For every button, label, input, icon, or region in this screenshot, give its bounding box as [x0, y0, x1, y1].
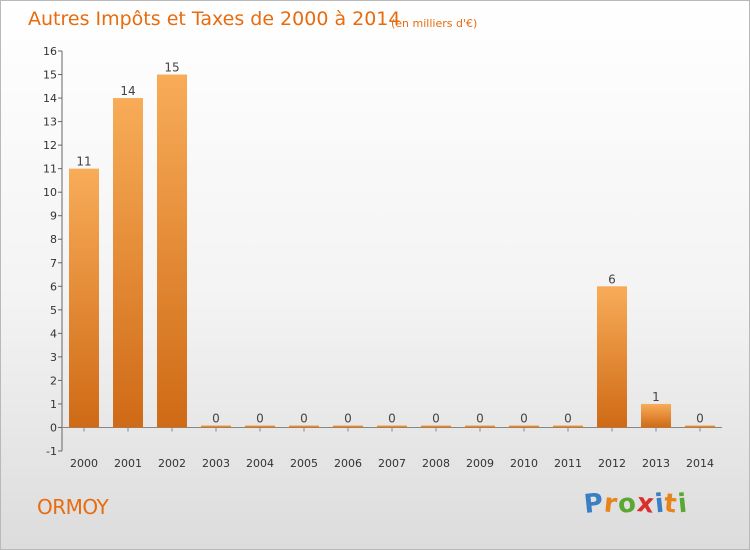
- data-label: 0: [696, 411, 704, 425]
- data-label: 0: [344, 411, 352, 425]
- y-tick-label: 7: [50, 257, 57, 270]
- bar-2013: [641, 403, 671, 428]
- y-tick-label: 16: [43, 45, 57, 58]
- x-tick-label: 2001: [114, 457, 142, 470]
- data-label: 0: [520, 411, 528, 425]
- bar-2008: [421, 425, 451, 428]
- y-tick-label: -1: [46, 445, 57, 458]
- y-tick-label: 13: [43, 116, 57, 129]
- data-label: 0: [564, 411, 572, 425]
- y-tick-label: 14: [43, 92, 57, 105]
- data-label: 0: [476, 411, 484, 425]
- bar-2012: [597, 286, 627, 428]
- y-tick-label: 5: [50, 304, 57, 317]
- data-label: 14: [120, 84, 135, 98]
- data-label: 15: [164, 61, 179, 75]
- y-tick-label: 10: [43, 186, 57, 199]
- y-tick-label: 0: [50, 421, 57, 434]
- data-label: 1: [652, 390, 660, 404]
- x-tick-label: 2012: [598, 457, 626, 470]
- data-label: 0: [388, 411, 396, 425]
- bar-2011: [553, 425, 583, 428]
- bar-2003: [201, 425, 231, 428]
- bar-2002: [157, 74, 187, 428]
- bar-2006: [333, 425, 363, 428]
- bar-2007: [377, 425, 407, 428]
- y-tick-label: 1: [50, 398, 57, 411]
- y-tick-label: 12: [43, 139, 57, 152]
- y-tick-label: 2: [50, 374, 57, 387]
- x-tick-label: 2013: [642, 457, 670, 470]
- data-labels-group: 2000 11 2001 14 2002 15 2003 0 2004 0 2005 0 2006 0 20…: [70, 61, 714, 470]
- bar-2009: [465, 425, 495, 428]
- x-tick-label: 2008: [422, 457, 450, 470]
- x-tick-label: 2003: [202, 457, 230, 470]
- data-label: 0: [432, 411, 440, 425]
- x-tick-label: 2011: [554, 457, 582, 470]
- x-tick-label: 2005: [290, 457, 318, 470]
- y-tick-label: 3: [50, 351, 57, 364]
- x-tick-label: 2004: [246, 457, 274, 470]
- chart-subtitle: (en milliers d'€): [391, 17, 478, 30]
- data-label: 11: [76, 155, 91, 169]
- x-tick-label: 2014: [686, 457, 714, 470]
- town-name: ORMOY: [37, 495, 109, 519]
- bar-2005: [289, 425, 319, 428]
- y-tick-label: 15: [43, 69, 57, 82]
- bar-2010: [509, 425, 539, 428]
- data-label: 0: [212, 411, 220, 425]
- x-tick-label: 2009: [466, 457, 494, 470]
- x-tick-label: 2000: [70, 457, 98, 470]
- data-label: 0: [256, 411, 264, 425]
- chart-title: Autres Impôts et Taxes de 2000 à 2014: [28, 8, 401, 30]
- bars-group: [69, 74, 715, 428]
- x-tick-label: 2002: [158, 457, 186, 470]
- logo-letter: i: [676, 488, 690, 520]
- data-label: 0: [300, 411, 308, 425]
- bar-2004: [245, 425, 275, 428]
- proxiti-logo: Proxiti: [582, 488, 690, 520]
- bar-2000: [69, 168, 99, 428]
- y-tick-label: 11: [43, 163, 57, 176]
- bar-2001: [113, 98, 143, 428]
- x-tick-label: 2006: [334, 457, 362, 470]
- x-tick-label: 2010: [510, 457, 538, 470]
- x-tick-label: 2007: [378, 457, 406, 470]
- y-tick-label: 9: [50, 210, 57, 223]
- y-tick-label: 6: [50, 280, 57, 293]
- data-label: 6: [608, 272, 616, 286]
- y-tick-label: 8: [50, 233, 57, 246]
- y-tick-label: 4: [50, 327, 57, 340]
- bar-2014: [685, 425, 715, 428]
